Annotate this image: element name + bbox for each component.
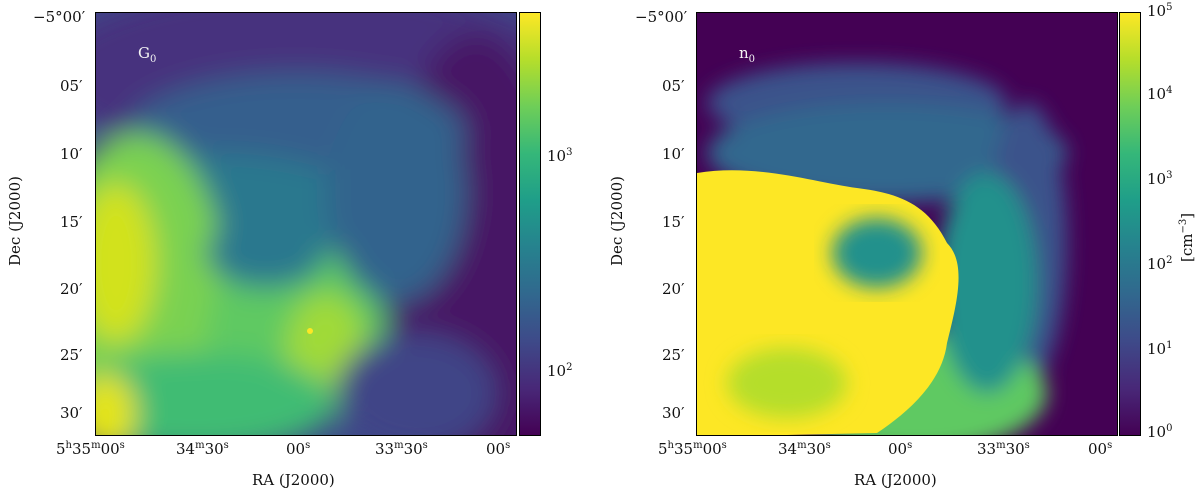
g0-xtick-label: 00s	[286, 440, 311, 458]
n0-cbar-label: 101	[1147, 340, 1173, 358]
g0-map-image	[95, 12, 517, 436]
n0-ytick-label: 20′	[662, 280, 685, 298]
g0-cbar-label-1e2: 102	[547, 362, 573, 380]
g0-ytick-label: 15′	[60, 213, 83, 231]
n0-xtick-label: 34m30s	[778, 440, 831, 458]
g0-xtick-label: 00s	[486, 440, 511, 458]
n0-xtick-label: 33m30s	[977, 440, 1030, 458]
n0-xaxis-title: RA (J2000)	[854, 471, 937, 489]
g0-ytick-label: 25′	[60, 346, 83, 364]
g0-colorbar	[519, 12, 541, 436]
n0-map-image	[696, 12, 1118, 436]
g0-ytick-label: 10′	[60, 145, 83, 163]
n0-ytick-label: 25′	[662, 346, 685, 364]
g0-cbar-label-1e3: 103	[547, 147, 573, 165]
n0-cbar-title: [cm−3]	[1178, 212, 1196, 262]
panel-n0: n0 105 104 103 102 101 100 [cm−3] −5°00′…	[600, 0, 1200, 495]
n0-cbar-label: 103	[1147, 170, 1173, 188]
n0-xtick-label: 00s	[1088, 440, 1113, 458]
n0-ytick-label: −5°00′	[635, 8, 688, 26]
n0-ytick-label: 10′	[662, 145, 685, 163]
n0-xtick-label: 00s	[888, 440, 913, 458]
g0-ytick-label: 05′	[60, 77, 83, 95]
g0-panel-label: G0	[138, 44, 157, 65]
g0-ytick-label: 20′	[60, 280, 83, 298]
g0-yaxis-title: Dec (J2000)	[6, 176, 24, 266]
g0-xaxis-title: RA (J2000)	[252, 471, 335, 489]
n0-ytick-label: 05′	[662, 77, 685, 95]
n0-cbar-label: 105	[1147, 2, 1173, 20]
n0-xtick-label: 5h35m00s	[658, 440, 727, 458]
n0-colorbar	[1119, 12, 1141, 436]
n0-cbar-label: 102	[1147, 255, 1173, 273]
g0-xtick-label: 34m30s	[176, 440, 229, 458]
g0-xtick-label: 33m30s	[375, 440, 428, 458]
n0-ytick-label: 30′	[662, 404, 685, 422]
g0-xtick-label: 5h35m00s	[56, 440, 125, 458]
n0-cbar-label: 104	[1147, 85, 1173, 103]
n0-yaxis-title: Dec (J2000)	[608, 176, 626, 266]
g0-ytick-label: −5°00′	[33, 8, 86, 26]
n0-cbar-label: 100	[1147, 423, 1173, 441]
panel-g0: G0 103 102 −5°00′ 05′ 10′ 15′ 20′ 25′ 30…	[6, 8, 573, 489]
g0-ytick-label: 30′	[60, 404, 83, 422]
n0-ytick-label: 15′	[662, 213, 685, 231]
n0-panel-label: n0	[739, 44, 756, 65]
